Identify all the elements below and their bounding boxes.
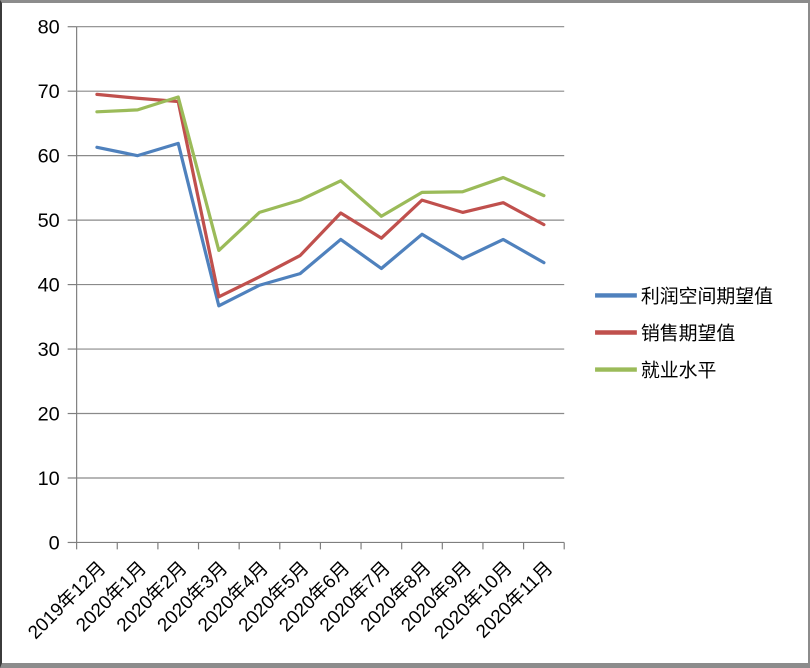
legend-label-2: 就业水平 <box>641 360 717 381</box>
y-tick-label: 30 <box>38 339 60 361</box>
legend-label-1: 销售期望值 <box>641 322 736 343</box>
series-line-0 <box>95 141 546 308</box>
legend-label-0: 利润空间期望值 <box>641 285 773 306</box>
series-line-2 <box>95 95 546 253</box>
y-tick-label: 10 <box>38 468 60 490</box>
y-tick-label: 60 <box>38 146 60 168</box>
line-chart: 010203040506070802019年12月2020年1月2020年2月2… <box>24 17 774 643</box>
y-tick-label: 80 <box>38 17 60 39</box>
y-tick-label: 70 <box>38 81 60 103</box>
y-tick-label: 20 <box>38 404 60 426</box>
y-tick-label: 50 <box>38 210 60 232</box>
y-tick-label: 40 <box>38 275 60 297</box>
series-line-1 <box>95 92 546 299</box>
y-tick-label: 0 <box>49 532 60 554</box>
